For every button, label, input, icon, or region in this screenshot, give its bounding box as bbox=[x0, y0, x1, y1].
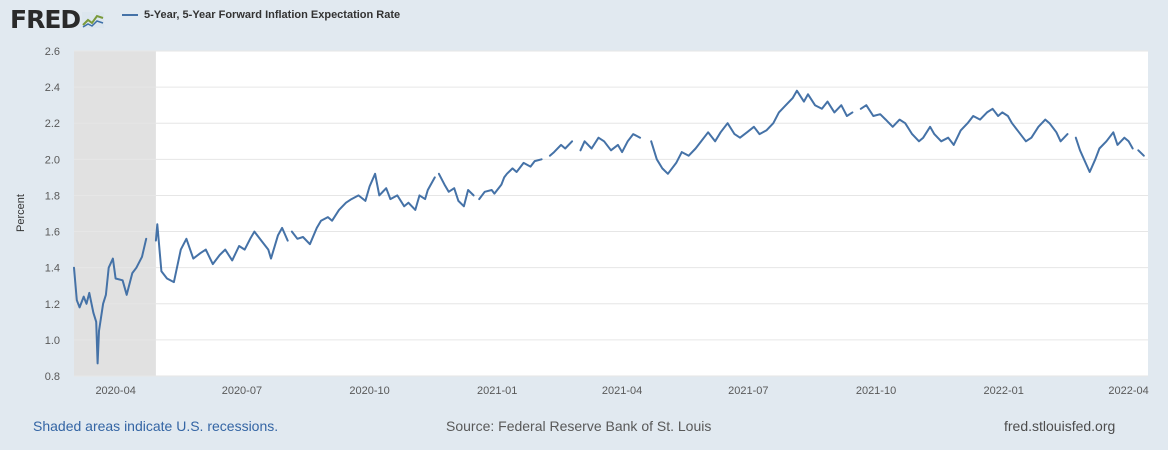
legend-series-label: 5-Year, 5-Year Forward Inflation Expecta… bbox=[144, 9, 401, 21]
x-tick-label: 2021-07 bbox=[728, 385, 768, 397]
series-line[interactable] bbox=[478, 158, 543, 201]
x-tick-label: 2020-07 bbox=[222, 385, 262, 397]
trend-chart-icon bbox=[82, 12, 105, 28]
y-tick-label: 2.2 bbox=[45, 118, 60, 130]
series-line[interactable] bbox=[1074, 131, 1134, 173]
y-tick-label: 1.8 bbox=[45, 190, 60, 202]
x-axis-ticks: 2020-04 2020-07 2020-10 2021-01 2021-04 2021-… bbox=[95, 385, 1148, 397]
fred-logo[interactable]: FRED bbox=[10, 6, 106, 34]
x-tick-label: 2021-04 bbox=[602, 385, 642, 397]
x-tick-label: 2021-01 bbox=[477, 385, 517, 397]
y-tick-label: 1.6 bbox=[45, 227, 60, 239]
x-tick-label: 2022-04 bbox=[1108, 385, 1148, 397]
series-line[interactable] bbox=[579, 133, 642, 154]
site-link[interactable]: fred.stlouisfed.org bbox=[1004, 418, 1116, 434]
x-tick-label: 2020-10 bbox=[349, 385, 389, 397]
source-note: Source: Federal Reserve Bank of St. Loui… bbox=[446, 418, 712, 434]
series-line[interactable] bbox=[859, 104, 1069, 146]
recession-shading bbox=[74, 51, 156, 376]
y-tick-label: 1.4 bbox=[45, 263, 60, 275]
series-lines[interactable] bbox=[73, 89, 1145, 365]
series-line[interactable] bbox=[650, 89, 854, 175]
x-tick-label: 2022-01 bbox=[984, 385, 1024, 397]
series-line[interactable] bbox=[1137, 149, 1145, 157]
x-tick-label: 2021-10 bbox=[856, 385, 896, 397]
line-chart[interactable]: 0.81.01.21.41.61.82.02.22.42.6 2020-04 20… bbox=[0, 40, 1168, 410]
y-tick-label: 1.0 bbox=[45, 335, 60, 347]
recession-note[interactable]: Shaded areas indicate U.S. recessions. bbox=[33, 418, 279, 434]
y-tick-label: 2.6 bbox=[45, 46, 60, 58]
y-tick-label: 1.2 bbox=[45, 299, 60, 311]
y-axis-ticks: 0.8 1.0 1.2 1.4 1.6 1.8 2.0 2.2 2.4 2.6 bbox=[45, 46, 60, 383]
chart-legend[interactable]: 5-Year, 5-Year Forward Inflation Expecta… bbox=[122, 9, 400, 21]
x-tick-label: 2020-04 bbox=[95, 385, 135, 397]
series-line[interactable] bbox=[290, 172, 436, 246]
series-line[interactable] bbox=[548, 140, 574, 157]
y-tick-label: 2.0 bbox=[45, 154, 60, 166]
y-axis-label: Percent bbox=[15, 194, 27, 232]
series-line[interactable] bbox=[154, 223, 289, 284]
grid-lines bbox=[74, 50, 1148, 377]
series-line[interactable] bbox=[437, 172, 475, 208]
series-line[interactable] bbox=[73, 237, 148, 365]
plot-area bbox=[74, 51, 1148, 376]
chart-header: FRED 5-Year, 5-Year Forward Inflation Ex… bbox=[0, 0, 1168, 40]
y-tick-label: 0.8 bbox=[45, 371, 60, 383]
fred-logo-text: FRED bbox=[10, 5, 81, 34]
legend-series-swatch bbox=[122, 14, 138, 16]
y-tick-label: 2.4 bbox=[45, 82, 60, 94]
